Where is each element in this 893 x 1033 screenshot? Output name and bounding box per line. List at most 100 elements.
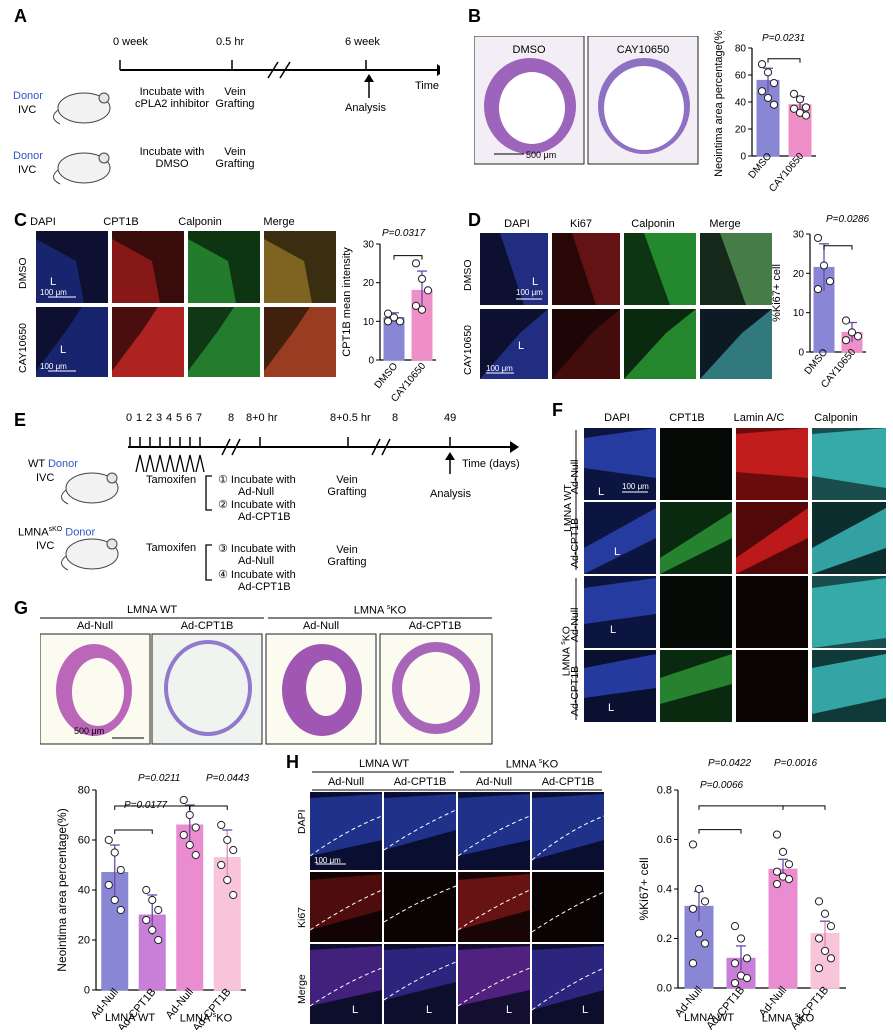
step-label: Ad-CPT1B: [238, 581, 291, 593]
lumen-label: L: [518, 340, 525, 352]
data-point: [801, 103, 811, 112]
ivc-label: IVC: [18, 104, 37, 116]
y-tick-label: 0.4: [657, 884, 672, 896]
data-point: [223, 835, 232, 845]
col-header: Ad-CPT1B: [393, 776, 447, 788]
donor-label: Donor: [13, 90, 43, 102]
data-point: [826, 954, 836, 963]
time-05hr: 0.5 hr: [216, 36, 245, 48]
data-point: [772, 830, 782, 839]
panel-f-images: [584, 428, 886, 722]
pvalue-b: P=0.0231: [762, 33, 806, 44]
col-header: Ad-Null: [475, 776, 513, 788]
image-label-dmso: DMSO: [512, 44, 546, 56]
data-point: [757, 60, 767, 69]
vein-grafting-label: Vein Grafting: [327, 544, 367, 568]
y-tick-label: 0.0: [657, 983, 672, 995]
data-point: [778, 847, 788, 856]
step-label: ③ Incubate with: [218, 543, 296, 555]
data-point: [730, 978, 740, 988]
lumen-label: L: [426, 1004, 433, 1016]
y-tick-label: 40: [735, 98, 747, 109]
col-header: Calponin: [178, 216, 222, 228]
panel-a-diagram: [53, 60, 440, 185]
y-tick-label: 0.8: [657, 785, 672, 797]
data-point: [813, 233, 823, 243]
data-point: [841, 336, 851, 345]
group-label-wt: LMNA WT: [358, 758, 410, 770]
y-tick-label: 80: [735, 44, 747, 55]
y-tick-label: 0: [84, 985, 90, 997]
time-axis-label: Time (days): [462, 458, 520, 470]
panel-label-c: C: [14, 210, 27, 230]
step2-label: Vein Grafting: [215, 86, 255, 110]
image-label: Ad-CPT1B: [408, 620, 462, 632]
data-point: [395, 317, 405, 326]
y-tick-label: 10: [363, 317, 375, 328]
data-point: [795, 95, 805, 104]
panel-label-d: D: [468, 210, 481, 230]
data-point: [191, 823, 200, 832]
y-tick-label: 40: [78, 885, 90, 897]
panel-label-f: F: [552, 400, 563, 420]
data-point: [383, 317, 393, 326]
ivc-label: IVC: [36, 472, 55, 484]
significance-bracket: [782, 805, 826, 810]
data-point: [784, 875, 794, 884]
col-header: Merge: [263, 216, 295, 228]
time-axis-label: Time: [415, 80, 440, 92]
data-point: [813, 284, 823, 294]
pvalue-d: P=0.0286: [826, 214, 870, 225]
step-label: Ad-CPT1B: [238, 511, 291, 523]
image-label: Ad-Null: [302, 620, 340, 632]
data-point: [772, 867, 782, 876]
data-point: [417, 305, 427, 314]
mouse-icon: [61, 538, 119, 571]
y-tick-label: 0: [798, 348, 804, 359]
data-point: [789, 89, 799, 99]
panel-d-images: [480, 233, 772, 379]
group-label-ko: LMNA sKO: [761, 1012, 815, 1025]
scale-bar-label: 100 μm: [40, 362, 67, 371]
data-point: [411, 259, 421, 268]
data-point: [148, 925, 157, 935]
data-point: [736, 934, 746, 943]
pvalue-c: P=0.0317: [382, 228, 426, 239]
significance-bracket: [114, 829, 153, 834]
data-point: [757, 87, 767, 96]
y-tick-label: 20: [363, 278, 375, 289]
data-point: [688, 959, 698, 968]
y-tick-label: 20: [78, 935, 90, 947]
data-point: [700, 939, 710, 948]
col-header: CPT1B: [103, 216, 139, 228]
scale-bar-label: 100 μm: [622, 482, 649, 491]
data-point: [148, 895, 157, 905]
tick-label: 49: [444, 412, 457, 424]
col-header: Lamin A/C: [733, 412, 785, 424]
data-point: [110, 848, 119, 857]
group-label-wt: LMNA WT: [126, 604, 178, 616]
data-point: [229, 890, 238, 900]
bar: [176, 824, 204, 991]
data-point: [383, 309, 393, 318]
significance-bracket: [698, 805, 784, 810]
image-label: Ad-Null: [76, 620, 114, 632]
data-point: [116, 865, 125, 875]
significance-bracket: [189, 805, 228, 810]
col-header: DAPI: [30, 216, 56, 228]
data-point: [772, 879, 782, 889]
scale-bar-label: 100 μm: [486, 364, 513, 373]
image-label: Ad-CPT1B: [180, 620, 234, 632]
data-point: [814, 897, 824, 906]
row-label: CAY10650: [462, 324, 474, 375]
y-tick-label: 30: [793, 230, 805, 241]
y-tick-label: 10: [793, 308, 805, 319]
lumen-label: L: [506, 1004, 513, 1016]
step-label: ① Incubate with: [218, 474, 296, 486]
group-label-ko: LMNA sKO: [505, 758, 559, 771]
data-point: [730, 922, 740, 931]
